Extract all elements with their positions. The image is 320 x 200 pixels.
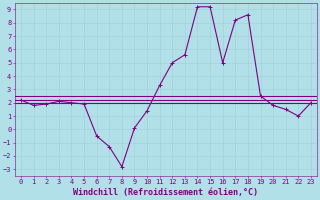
X-axis label: Windchill (Refroidissement éolien,°C): Windchill (Refroidissement éolien,°C) bbox=[74, 188, 259, 197]
